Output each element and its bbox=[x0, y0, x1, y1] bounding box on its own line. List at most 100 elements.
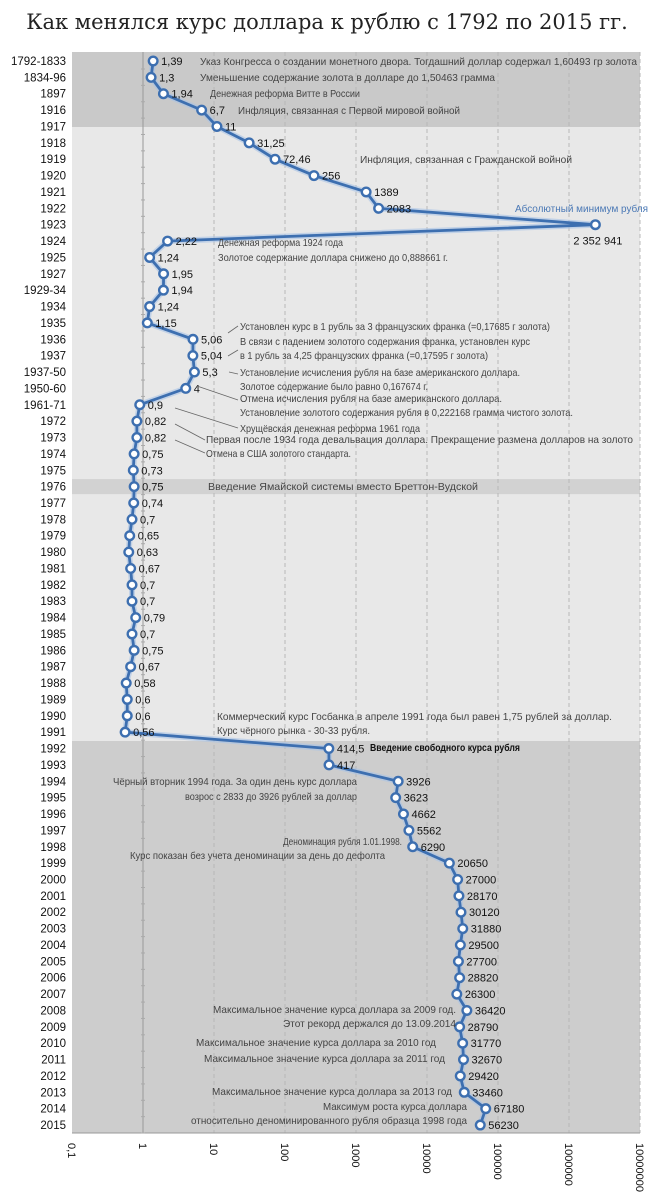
data-label: 5,06 bbox=[201, 334, 222, 346]
data-label: 414,5 bbox=[337, 744, 365, 756]
data-label: 0,75 bbox=[142, 482, 163, 494]
annotation: Введение свободного курса рубля bbox=[370, 742, 520, 754]
annotation: Инфляция, связанная с Гражданской войной bbox=[360, 154, 572, 166]
data-label: 0,7 bbox=[140, 580, 155, 592]
annotation: Отмена исчисления рубля на базе американ… bbox=[240, 393, 502, 405]
annotation: Золотое содержание доллара снижено до 0,… bbox=[218, 252, 448, 264]
annotation: В связи с падением золотого содержания ф… bbox=[240, 336, 530, 348]
data-label: 32670 bbox=[472, 1055, 503, 1067]
category-label: 1834-96 bbox=[24, 72, 66, 84]
annotation: Деноминация рубля 1.01.1998. bbox=[283, 836, 402, 848]
category-label: 2004 bbox=[40, 940, 66, 952]
data-label: 3623 bbox=[404, 793, 428, 805]
annotation-arrow bbox=[196, 385, 239, 401]
annotation: Введение Ямайской системы вместо Бреттон… bbox=[208, 481, 478, 493]
data-point bbox=[390, 792, 402, 804]
chart-title: Как менялся курс доллара к рублю с 1792 … bbox=[26, 10, 628, 34]
data-point bbox=[373, 202, 385, 214]
data-point bbox=[144, 251, 156, 263]
data-point bbox=[455, 906, 467, 918]
annotation-arrow bbox=[174, 439, 206, 454]
data-label: 0,82 bbox=[145, 433, 166, 445]
category-label: 1980 bbox=[40, 547, 66, 559]
annotation: Курс показан без учета деноминации за де… bbox=[130, 850, 385, 862]
data-label: 0,7 bbox=[140, 514, 155, 526]
data-label: 1,95 bbox=[172, 269, 193, 281]
category-label: 1987 bbox=[40, 662, 66, 674]
annotation: Золотое содержание было равно 0,167674 г… bbox=[240, 381, 428, 393]
data-label: 28820 bbox=[468, 973, 499, 985]
data-label: 0,7 bbox=[140, 629, 155, 641]
data-point bbox=[451, 988, 463, 1000]
data-point bbox=[397, 808, 409, 820]
annotation: Денежная реформа 1924 года bbox=[218, 237, 343, 249]
category-label: 1922 bbox=[40, 203, 66, 215]
data-point bbox=[124, 530, 136, 542]
category-label: 2007 bbox=[40, 989, 66, 1001]
annotation: Инфляция, связанная с Первой мировой вой… bbox=[238, 105, 460, 117]
category-label: 1919 bbox=[40, 154, 66, 166]
data-point bbox=[120, 677, 132, 689]
category-label: 1918 bbox=[40, 138, 66, 150]
annotation: Максимальное значение курса доллара за 2… bbox=[212, 1086, 452, 1098]
annotation: Этот рекорд держался до 13.09.2014 bbox=[283, 1018, 456, 1030]
category-label: 1920 bbox=[40, 171, 66, 183]
data-label: 0,63 bbox=[137, 547, 158, 559]
x-tick-label: 1000000 bbox=[562, 1143, 574, 1186]
data-point bbox=[158, 268, 170, 280]
data-point bbox=[452, 874, 464, 886]
data-label: 0,79 bbox=[144, 613, 165, 625]
data-label: 0,65 bbox=[138, 531, 159, 543]
data-label: 0,74 bbox=[142, 498, 163, 510]
data-point bbox=[188, 366, 200, 378]
data-label: 1,24 bbox=[158, 252, 179, 264]
category-label: 1999 bbox=[40, 858, 66, 870]
annotation: Установление золотого содержания рубля в… bbox=[240, 407, 573, 419]
annotation: возрос с 2833 до 3926 рублей за доллар bbox=[185, 791, 357, 803]
data-point bbox=[162, 235, 174, 247]
category-label: 1981 bbox=[40, 563, 66, 575]
category-label: 1994 bbox=[40, 776, 66, 788]
data-label: 2,22 bbox=[176, 236, 197, 248]
data-point bbox=[125, 661, 137, 673]
category-label: 2009 bbox=[40, 1022, 66, 1034]
data-point bbox=[119, 726, 131, 738]
category-label: 1992 bbox=[40, 744, 66, 756]
data-point bbox=[130, 612, 142, 624]
data-point bbox=[480, 1103, 492, 1115]
data-label: 11 bbox=[225, 121, 236, 133]
x-tick-label: 100 bbox=[278, 1143, 290, 1161]
category-label: 1998 bbox=[40, 842, 66, 854]
data-label: 0,67 bbox=[139, 563, 160, 575]
annotation: относительно деноминированного рубля обр… bbox=[191, 1115, 467, 1127]
category-label: 2006 bbox=[40, 973, 66, 985]
category-label: 1936 bbox=[40, 334, 66, 346]
annotation: Хрущёвская денежная реформа 1961 года bbox=[240, 423, 420, 435]
data-point bbox=[126, 628, 138, 640]
data-label: 0,67 bbox=[139, 662, 160, 674]
data-point bbox=[134, 399, 146, 411]
data-label: 0,9 bbox=[148, 400, 163, 412]
data-point bbox=[392, 775, 404, 787]
category-label: 1973 bbox=[40, 433, 66, 445]
category-label: 1916 bbox=[40, 105, 66, 117]
category-label: 1991 bbox=[40, 727, 66, 739]
category-label: 1974 bbox=[40, 449, 66, 461]
category-label: 1929-34 bbox=[24, 285, 67, 297]
x-tick-label: 0,1 bbox=[65, 1143, 77, 1158]
data-point bbox=[454, 1021, 466, 1033]
data-point bbox=[128, 448, 140, 460]
category-label: 1950-60 bbox=[24, 383, 66, 395]
x-tick-label: 10000 bbox=[420, 1143, 432, 1174]
category-label: 1927 bbox=[40, 269, 66, 281]
data-label: 1,94 bbox=[171, 89, 192, 101]
data-point bbox=[454, 972, 466, 984]
data-point bbox=[457, 923, 469, 935]
category-label: 1792-1833 bbox=[11, 56, 66, 68]
data-label: 1,3 bbox=[159, 72, 174, 84]
category-label: 1924 bbox=[40, 236, 66, 248]
data-point bbox=[196, 104, 208, 116]
annotation: Максимальное значение курса доллара за 2… bbox=[196, 1037, 436, 1049]
category-label: 2008 bbox=[40, 1005, 66, 1017]
data-point bbox=[454, 939, 466, 951]
